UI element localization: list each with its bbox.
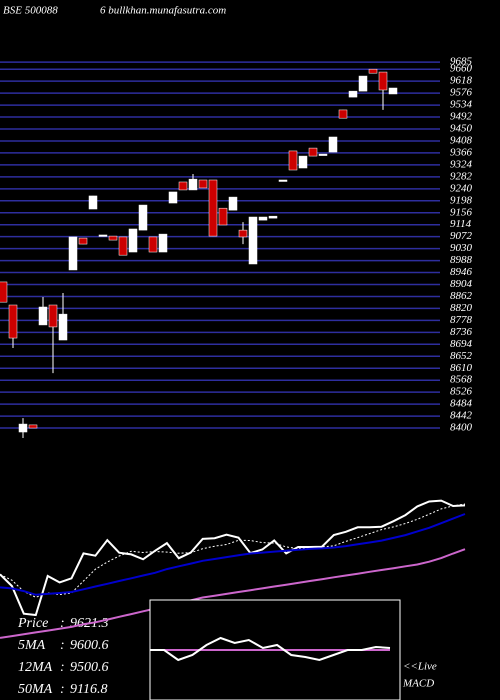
y-tick-label: 8610	[450, 362, 473, 374]
candle-body	[148, 236, 158, 253]
y-tick-label: 8778	[450, 314, 473, 326]
y-tick-label: 9324	[450, 158, 473, 170]
legend-value: 9500.6	[70, 660, 109, 675]
candle-body	[178, 181, 188, 191]
legend-separator: :	[60, 638, 65, 653]
legend-name: Price	[17, 616, 48, 631]
y-tick-label: 8988	[450, 254, 473, 266]
candle-body	[208, 179, 218, 237]
y-tick-label: 8484	[450, 398, 473, 410]
y-tick-label: 9030	[450, 242, 473, 254]
candle-body	[278, 179, 288, 182]
y-tick-label: 9156	[450, 206, 473, 218]
y-tick-label: 8862	[450, 290, 473, 302]
candle-body	[358, 75, 368, 92]
candle-body	[248, 216, 258, 265]
y-tick-label: 8442	[450, 410, 473, 422]
candle-body	[258, 216, 268, 221]
chart-subtitle: 6 bullkhan.munafasutra.com	[100, 5, 226, 17]
y-tick-label: 9618	[450, 75, 473, 87]
candle-body	[68, 236, 78, 271]
candle-body	[28, 424, 38, 429]
candle-body	[118, 236, 128, 256]
candle-body	[378, 71, 388, 91]
candle-body	[308, 147, 318, 157]
y-tick-label: 9450	[450, 123, 473, 135]
y-tick-label: 9198	[450, 194, 473, 206]
candle-body	[78, 237, 88, 245]
candle-body	[228, 196, 238, 211]
y-tick-label: 9240	[450, 182, 473, 194]
candle-body	[98, 234, 108, 237]
y-tick-label: 8400	[450, 422, 473, 434]
y-tick-label: 9576	[450, 87, 473, 99]
candle-body	[188, 178, 198, 191]
candle-body	[388, 87, 398, 95]
y-tick-label: 8526	[450, 386, 473, 398]
y-tick-label: 9534	[450, 99, 473, 111]
y-tick-label: 9282	[450, 170, 473, 182]
y-tick-label: 9660	[450, 63, 473, 75]
candle-body	[348, 90, 358, 98]
candle-body	[0, 281, 8, 303]
candle-body	[128, 228, 138, 253]
y-tick-label: 8904	[450, 278, 473, 290]
y-tick-label: 8736	[450, 326, 473, 338]
y-tick-label: 8694	[450, 338, 473, 350]
candle-body	[88, 195, 98, 210]
candle-body	[288, 150, 298, 171]
candle-body	[8, 304, 18, 339]
y-tick-label: 8946	[450, 266, 473, 278]
candle-body	[338, 109, 348, 119]
candle-body	[158, 233, 168, 253]
legend-separator: :	[60, 616, 65, 631]
legend-name: 12MA	[18, 660, 53, 675]
candle-body	[318, 153, 328, 156]
legend-name: 50MA	[18, 682, 53, 697]
candle-body	[58, 313, 68, 341]
candle-body	[138, 204, 148, 231]
legend-name: 5MA	[18, 638, 46, 653]
series-line	[0, 503, 466, 598]
y-tick-label: 9408	[450, 135, 473, 147]
y-tick-label: 8652	[450, 350, 473, 362]
candle-body	[298, 155, 308, 169]
candle-body	[168, 191, 178, 204]
candle-body	[18, 423, 28, 433]
candle-body	[198, 179, 208, 189]
legend-separator: :	[60, 660, 65, 675]
series-line	[150, 636, 391, 662]
y-tick-label: 9492	[450, 111, 473, 123]
series-line	[0, 499, 466, 617]
candle-body	[368, 68, 378, 74]
legend-separator: :	[60, 682, 65, 697]
candle-body	[218, 207, 228, 226]
legend-value: 9600.6	[70, 638, 109, 653]
macd-subtitle: MACD	[402, 678, 434, 690]
candle-body	[328, 136, 338, 153]
candle-body	[108, 235, 118, 241]
series-line	[0, 513, 466, 596]
y-tick-label: 9366	[450, 146, 473, 158]
y-tick-label: 9114	[450, 218, 472, 230]
series-line	[0, 548, 466, 639]
y-tick-label: 9072	[450, 230, 473, 242]
chart-title: BSE 500088	[3, 5, 58, 17]
legend-value: 9116.8	[70, 682, 107, 697]
candle-body	[238, 229, 248, 238]
candle-body	[268, 215, 278, 219]
candle-body	[38, 306, 48, 326]
y-tick-label: 9685	[450, 56, 473, 68]
macd-title: <<Live	[403, 661, 437, 673]
y-tick-label: 8820	[450, 302, 473, 314]
y-tick-label: 8568	[450, 374, 473, 386]
candle-body	[48, 304, 58, 328]
